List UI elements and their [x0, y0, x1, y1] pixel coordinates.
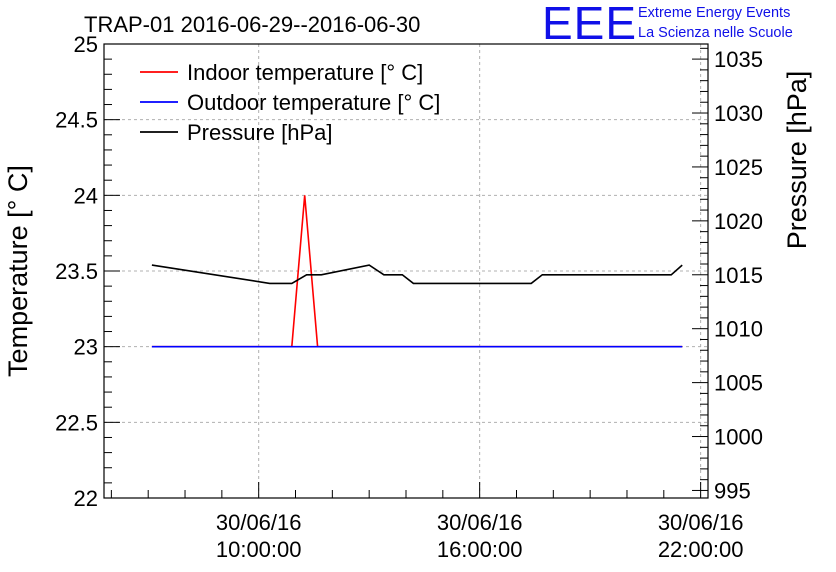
y2-tick-label: 1000	[714, 425, 763, 450]
y2-tick-label: 1005	[714, 371, 763, 396]
y-tick-label: 23.5	[55, 259, 98, 284]
y-axis-label: Temperature [° C]	[3, 165, 33, 377]
axis-ticks	[104, 43, 708, 499]
y2-tick-label: 1020	[714, 209, 763, 234]
y-tick-labels: 22 22.5 23 23.5 24 24.5 25	[55, 32, 98, 511]
y2-tick-labels: 995 1000 1005 1010 1015 1020 1025 1030 1035	[714, 47, 763, 503]
y2-tick-label: 1035	[714, 47, 763, 72]
eee-logo: EEE Extreme Energy Events La Scienza nel…	[542, 0, 832, 49]
x-tick-label-time: 16:00:00	[437, 537, 523, 562]
y-tick-label: 22.5	[55, 410, 98, 435]
logo-line-2: La Scienza nelle Scuole	[638, 25, 793, 41]
y2-tick-label: 1030	[714, 101, 763, 126]
x-tick-labels: 30/06/1610:00:0030/06/1616:00:0030/06/16…	[216, 510, 744, 562]
chart-title: TRAP-01 2016-06-29--2016-06-30	[84, 12, 420, 37]
y-tick-label: 24	[74, 183, 98, 208]
y2-tick-label: 1010	[714, 317, 763, 342]
series-line-2	[151, 264, 683, 285]
legend-label-0: Indoor temperature [° C]	[187, 60, 423, 85]
logo-line-1: Extreme Energy Events	[638, 5, 791, 21]
y2-tick-label: 1015	[714, 263, 763, 288]
x-tick-label-date: 30/06/16	[437, 510, 523, 535]
legend-label-1: Outdoor temperature [° C]	[187, 90, 440, 115]
y-tick-label: 25	[74, 32, 98, 57]
logo-mark: EEE	[542, 0, 638, 49]
y2-tick-label: 995	[714, 478, 751, 503]
y2-tick-label: 1025	[714, 155, 763, 180]
x-tick-label-time: 10:00:00	[216, 537, 302, 562]
x-tick-label-date: 30/06/16	[658, 510, 744, 535]
y-tick-label: 23	[74, 335, 98, 360]
series-lines	[151, 195, 683, 348]
y-tick-label: 24.5	[55, 108, 98, 133]
x-tick-label-date: 30/06/16	[216, 510, 302, 535]
legend-label-2: Pressure [hPa]	[187, 120, 333, 145]
y-tick-label: 22	[74, 486, 98, 511]
x-tick-label-time: 22:00:00	[658, 537, 744, 562]
legend: Indoor temperature [° C] Outdoor temperat…	[140, 60, 440, 145]
y2-axis-label: Pressure [hPa]	[782, 71, 812, 250]
